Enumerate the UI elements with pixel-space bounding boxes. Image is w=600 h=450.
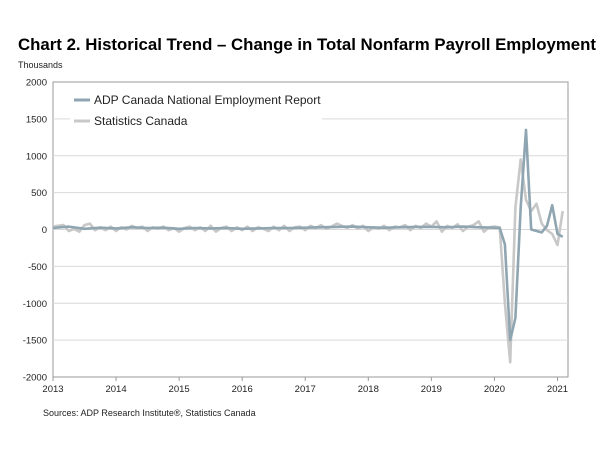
x-tick-label: 2017 <box>295 384 316 395</box>
y-tick-label: 500 <box>31 188 47 199</box>
source-note: Sources: ADP Research Institute®, Statis… <box>43 408 256 418</box>
x-tick-label: 2014 <box>105 384 126 395</box>
legend-label-statcan: Statistics Canada <box>94 114 188 128</box>
x-tick-label: 2021 <box>547 384 568 395</box>
y-tick-label: 2000 <box>26 78 47 89</box>
x-tick-label: 2019 <box>421 384 442 395</box>
y-tick-label: 1000 <box>26 151 47 162</box>
x-tick-label: 2013 <box>42 384 63 395</box>
x-tick-label: 2020 <box>484 384 505 395</box>
x-tick-label: 2016 <box>232 384 253 395</box>
y-tick-label: 0 <box>42 225 47 236</box>
x-tick-label: 2018 <box>358 384 379 395</box>
y-axis-label: Thousands <box>18 60 63 70</box>
series-lines <box>52 128 564 364</box>
y-tick-label: -1000 <box>23 299 47 310</box>
x-tick-label: 2015 <box>169 384 190 395</box>
chart-title: Chart 2. Historical Trend – Change in To… <box>18 35 596 54</box>
legend: ADP Canada National Employment Report St… <box>70 89 322 133</box>
y-tick-label: -500 <box>28 262 47 273</box>
y-tick-label: -1500 <box>23 336 47 347</box>
x-tick-labels: 2013 2014 2015 2016 2017 2018 2019 2020 2021 <box>42 377 568 395</box>
legend-box <box>70 89 322 133</box>
y-tick-label: -2000 <box>23 373 47 384</box>
y-tick-labels: 2000 1500 1000 500 0 -500 -1000 -1500 -2000 <box>23 78 47 384</box>
legend-label-adp: ADP Canada National Employment Report <box>94 93 321 107</box>
y-tick-label: 1500 <box>26 114 47 125</box>
series-line-adp <box>52 128 564 342</box>
